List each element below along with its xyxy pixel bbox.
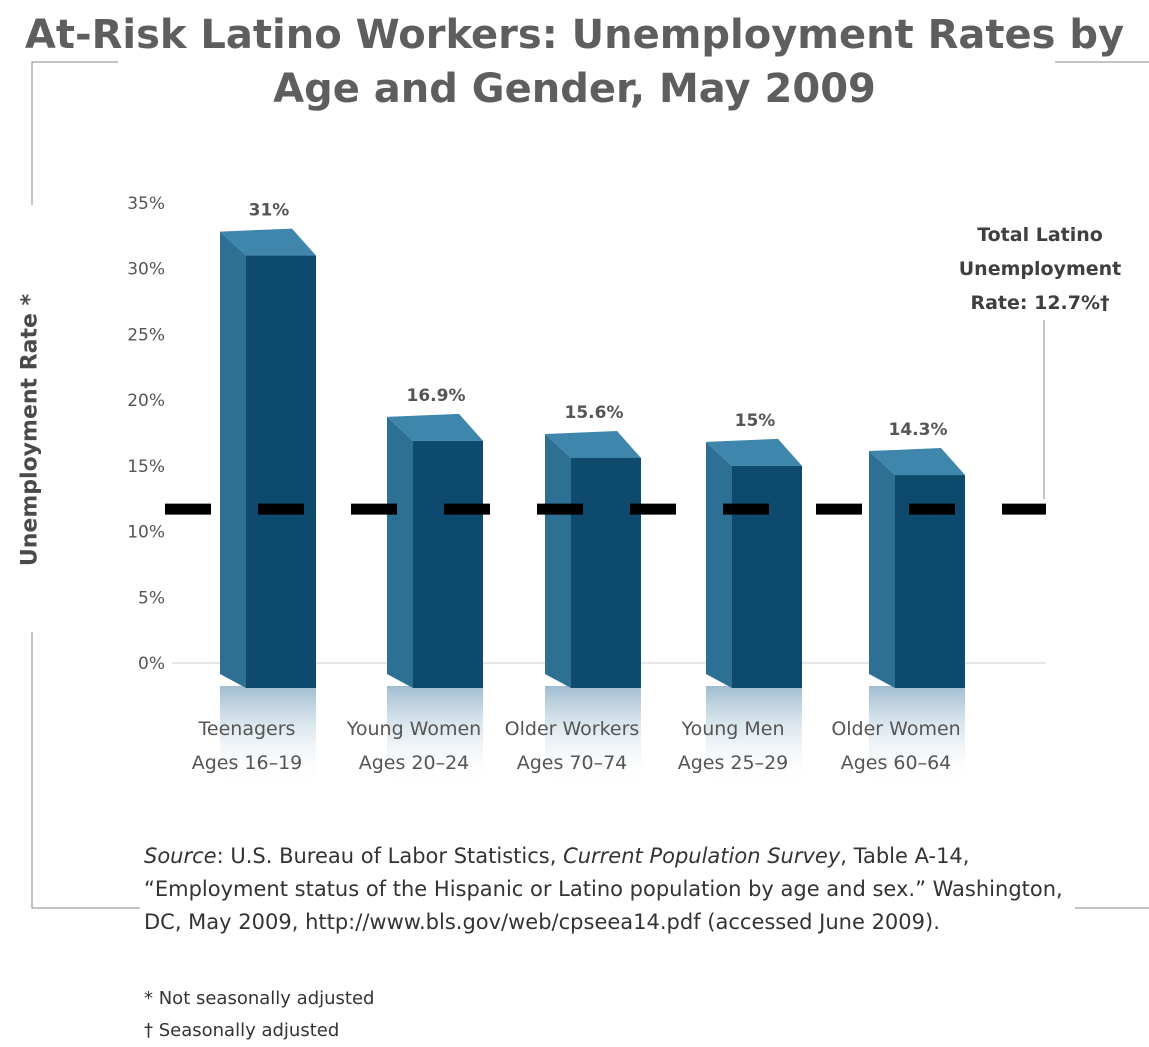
bar [706,438,802,786]
category-label: Ages 60–64 [841,752,952,774]
category-label: Teenagers [198,718,296,740]
bar-value-label: 31% [249,201,290,221]
bar-top [706,438,802,466]
source-text: , Table A-14, “Employment status of the … [144,844,1063,934]
bar-side [387,416,413,688]
reference-line-label: Total Latino Unemployment Rate: 12.7%† [935,218,1145,320]
source-note: Source: U.S. Bureau of Labor Statistics,… [144,840,1074,939]
frame [31,61,1149,909]
reference-label-line: Total Latino [977,224,1103,246]
bar-top [869,448,965,476]
category-label: Young Women [346,718,481,740]
bar-front [571,457,641,688]
bar-side [869,451,895,688]
bar [545,430,641,786]
category-label: Ages 70–74 [517,752,628,774]
bar-side [706,441,732,688]
chart-title: At-Risk Latino Workers: Unemployment Rat… [24,12,1125,112]
bar-value-label: 15% [735,411,776,431]
footnote-seasonal: † Seasonally adjusted [144,1020,340,1041]
category-label: Ages 25–29 [678,752,789,774]
bar-front [413,440,483,688]
y-tick-label: 30% [127,260,165,280]
bar-top [545,430,641,458]
y-tick-label: 0% [138,654,165,674]
category-label: Ages 20–24 [359,752,470,774]
y-tick-label: 10% [127,523,165,543]
bar-value-label: 14.3% [889,420,948,440]
y-tick-label: 20% [127,391,165,411]
y-tick-label: 35% [127,194,165,214]
bar-front [246,255,316,689]
y-tick-label: 15% [127,457,165,477]
bar-value-label: 16.9% [407,386,466,406]
bar [387,413,483,786]
source-survey: Current Population Survey [563,844,841,868]
category-label: Older Women [831,718,960,740]
category-label: Young Men [680,718,784,740]
category-label: Older Workers [505,718,640,740]
footnote-not-seasonal: * Not seasonally adjusted [144,988,375,1009]
bar-front [732,465,802,688]
y-axis-label: Unemployment Rate * [17,293,43,567]
bar-reflection [545,686,641,786]
bar [220,228,316,786]
bar-side [220,231,246,689]
source-label: Source [144,844,217,868]
y-tick-label: 5% [138,588,165,608]
bar-reflection [706,686,802,786]
bar-top [220,228,316,256]
category-label: Ages 16–19 [192,752,303,774]
y-tick-label: 25% [127,325,165,345]
bar-reflection [869,686,965,786]
bar-reflection [387,686,483,786]
bar-side [545,433,571,688]
bar-top [387,413,483,441]
bar-reflection [220,686,316,786]
reference-label-line: Rate: 12.7%† [970,292,1110,314]
reference-label-line: Unemployment [958,258,1122,280]
bar-value-label: 15.6% [565,403,624,423]
source-text: : U.S. Bureau of Labor Statistics, [216,844,564,868]
